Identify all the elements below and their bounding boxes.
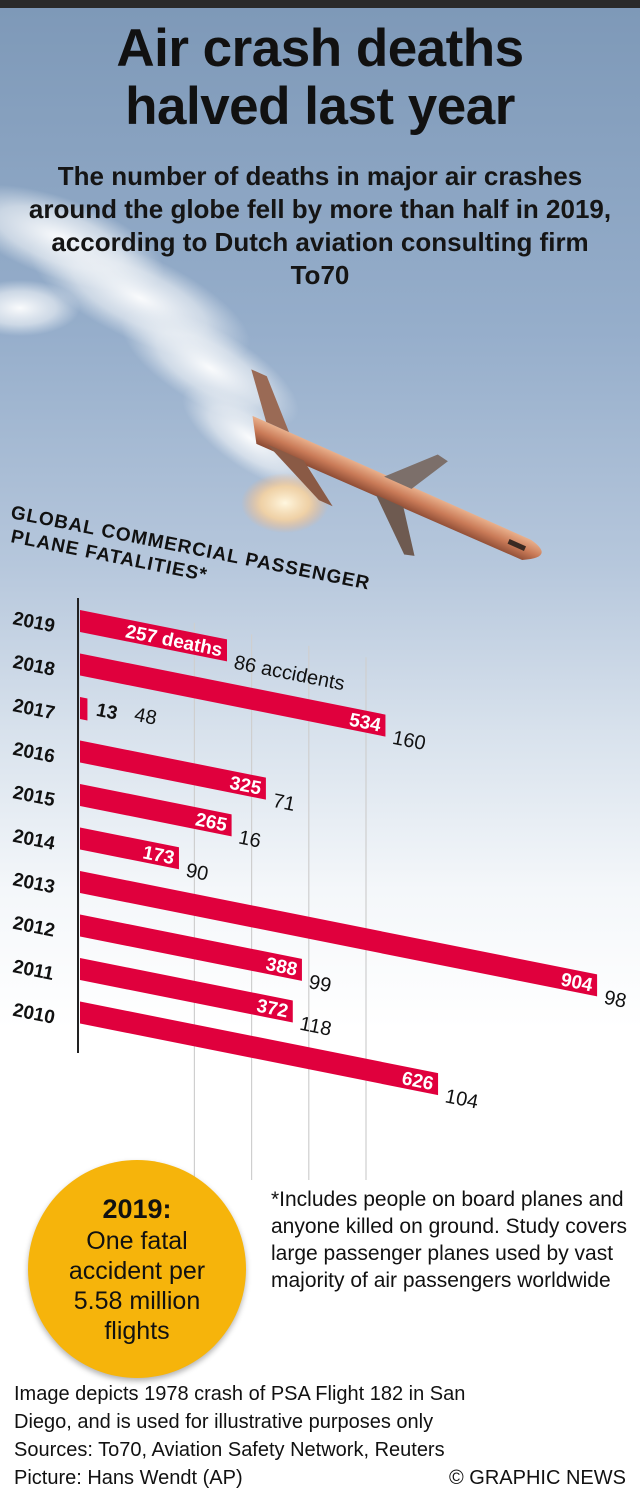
- bar-2011: [80, 958, 293, 1023]
- bar-2015: [80, 784, 232, 837]
- credit-line-2: Diego, and is used for illustrative purp…: [14, 1411, 434, 1433]
- year-label-2017: 2017: [11, 695, 57, 724]
- headline-line-1: Air crash deaths: [116, 19, 524, 78]
- badge-text: One fatal accident per 5.58 million flig…: [68, 1227, 206, 1345]
- accident-label-2016: 71: [271, 790, 297, 816]
- badge-year: 2019:: [102, 1194, 172, 1224]
- accident-label-2011: 118: [298, 1013, 334, 1041]
- death-label-2019: 257 deaths: [124, 621, 224, 661]
- bar-2014: [80, 827, 179, 870]
- crashing-plane-photo: [0, 184, 542, 560]
- bar-2012: [80, 914, 302, 981]
- bar-2018: [80, 653, 386, 737]
- headline: Air crash deaths halved last year: [0, 20, 640, 136]
- year-label-2010: 2010: [11, 1000, 57, 1029]
- headline-line-2: halved last year: [125, 77, 515, 136]
- footnote: *Includes people on board planes and any…: [271, 1188, 628, 1292]
- top-rule: [0, 0, 640, 8]
- death-label-2017: 13: [94, 700, 119, 725]
- bar-2010: [80, 1001, 439, 1096]
- accident-label-2013: 98: [602, 987, 628, 1013]
- year-label-2015: 2015: [11, 782, 57, 811]
- accident-label-2010: 104: [443, 1085, 480, 1113]
- accident-label-2015: 16: [237, 827, 263, 853]
- bar-2013: [80, 871, 598, 997]
- accident-label-2017: 48: [132, 704, 158, 730]
- subheadline: The number of deaths in major air crashe…: [28, 161, 612, 290]
- bar-2016: [80, 740, 266, 800]
- accident-label-2014: 90: [184, 860, 210, 886]
- bar-2019: [80, 610, 228, 662]
- year-label-2011: 2011: [11, 956, 56, 985]
- credits: Image depicts 1978 crash of PSA Flight 1…: [14, 1380, 634, 1492]
- year-label-2013: 2013: [11, 869, 57, 898]
- year-label-2016: 2016: [11, 739, 57, 768]
- credit-line-4: Picture: Hans Wendt (AP): [14, 1467, 243, 1489]
- year-label-2012: 2012: [11, 913, 57, 942]
- copyright: © GRAPHIC NEWS: [449, 1467, 626, 1489]
- credit-line-3: Sources: To70, Aviation Safety Network, …: [14, 1439, 445, 1461]
- accident-label-2018: 160: [390, 727, 427, 755]
- year-label-2019: 2019: [11, 608, 57, 637]
- bar-2017: [80, 697, 88, 721]
- fatal-accident-rate-badge: 2019: One fatal accident per 5.58 millio…: [28, 1160, 246, 1378]
- year-label-2014: 2014: [11, 826, 57, 855]
- credit-line-1: Image depicts 1978 crash of PSA Flight 1…: [14, 1383, 466, 1405]
- year-label-2018: 2018: [11, 652, 57, 681]
- accident-label-2012: 99: [307, 971, 333, 997]
